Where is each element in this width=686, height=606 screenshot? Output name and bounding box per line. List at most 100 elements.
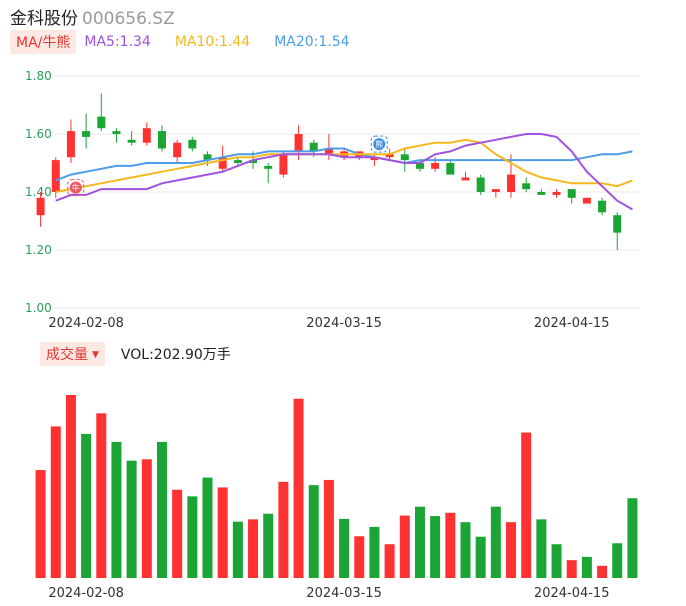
candle-body — [142, 128, 151, 143]
volume-bar — [172, 489, 183, 578]
candle-body — [582, 197, 591, 204]
volume-bar — [384, 544, 395, 578]
ma10-line — [55, 138, 633, 193]
candle-body — [415, 163, 424, 169]
ma5-label: MA5:1.34 — [84, 34, 151, 50]
signal-marker-label: 牛 — [72, 183, 80, 193]
signal-marker-frame — [370, 135, 388, 153]
volume-bar — [50, 426, 61, 578]
candle-body — [537, 192, 546, 195]
candle-body — [613, 215, 622, 233]
price-tick-label: 1.80 — [25, 69, 52, 83]
volume-bar — [65, 395, 76, 578]
candle-body — [82, 131, 91, 137]
volume-bar — [581, 556, 592, 578]
volume-bar — [536, 519, 547, 578]
volume-bar — [566, 560, 577, 578]
candle-body — [446, 163, 455, 175]
volume-value: VOL:202.90万手 — [120, 347, 231, 363]
volume-bar — [232, 521, 243, 578]
price-tick-label: 1.40 — [25, 185, 52, 199]
volume-bar — [551, 544, 562, 578]
price-tick-label: 1.00 — [25, 301, 52, 315]
signal-marker — [69, 181, 82, 194]
volume-date-label: 2024-04-15 — [534, 586, 610, 601]
candle-body — [233, 160, 242, 163]
volume-bar — [263, 513, 274, 578]
volume-bar — [399, 515, 410, 578]
volume-bar — [597, 565, 608, 578]
stock-title: 金科股份 000656.SZ — [10, 4, 175, 29]
volume-bar — [187, 496, 198, 578]
price-tick-label: 1.60 — [25, 127, 52, 141]
candle-body — [309, 142, 318, 152]
ma20-line — [55, 147, 633, 182]
candle-body — [598, 200, 607, 213]
candle-body — [491, 189, 500, 192]
ma-toggle-button[interactable]: MA/牛熊 — [10, 30, 77, 54]
candle-body — [324, 148, 333, 155]
ma20-label: MA20:1.54 — [274, 34, 350, 50]
volume-bar — [490, 506, 501, 578]
volume-bar — [248, 519, 259, 578]
volume-bar — [35, 470, 46, 578]
volume-bar — [217, 487, 228, 578]
volume-date-label: 2024-03-15 — [306, 586, 382, 601]
candle-body — [36, 197, 45, 216]
volume-indicator-label: 成交量 — [46, 347, 88, 363]
ma-legend: MA/牛熊 MA5:1.34 MA10:1.44 MA20:1.54 — [10, 30, 366, 54]
volume-bar — [202, 477, 213, 578]
volume-bar — [460, 522, 471, 578]
candle-body — [188, 139, 197, 149]
volume-bar — [506, 522, 517, 578]
stock-code: 000656.SZ — [82, 9, 175, 29]
volume-bar — [414, 506, 425, 578]
volume-bar — [126, 460, 137, 578]
candle-body — [294, 134, 303, 152]
volume-bar — [156, 441, 167, 578]
volume-bar — [369, 526, 380, 578]
candle-body — [385, 154, 394, 158]
caret-down-icon: ▼ — [92, 350, 99, 360]
volume-bar — [445, 512, 456, 578]
candle-body — [461, 177, 470, 181]
candle-body — [249, 160, 258, 163]
candle-body — [279, 154, 288, 175]
ma5-line — [55, 133, 633, 211]
volume-bar — [111, 441, 122, 578]
candle-body — [203, 154, 212, 161]
candle-body — [522, 183, 531, 190]
volume-bar — [278, 481, 289, 578]
volume-bar — [475, 536, 486, 578]
volume-bar — [81, 433, 92, 578]
price-date-label: 2024-02-08 — [48, 316, 124, 331]
volume-bar — [354, 536, 365, 578]
price-tick-label: 1.20 — [25, 243, 52, 257]
signal-marker — [373, 138, 386, 151]
volume-legend: 成交量 ▼ VOL:202.90万手 — [40, 342, 231, 366]
volume-bar — [430, 516, 441, 578]
candle-body — [66, 131, 75, 158]
candle-body — [97, 116, 106, 129]
price-date-label: 2024-04-15 — [534, 316, 610, 331]
volume-bar — [141, 459, 152, 578]
candle-body — [173, 142, 182, 158]
candle-body — [218, 157, 227, 169]
volume-date-label: 2024-02-08 — [48, 586, 124, 601]
volume-bar — [612, 543, 623, 578]
candle-body — [567, 189, 576, 198]
price-date-label: 2024-03-15 — [306, 316, 382, 331]
stock-name: 金科股份 — [10, 9, 78, 29]
volume-indicator-button[interactable]: 成交量 ▼ — [40, 342, 105, 366]
candle-body — [370, 157, 379, 161]
candle-body — [127, 139, 136, 143]
signal-marker-frame — [67, 179, 85, 197]
volume-bar — [339, 518, 350, 578]
volume-bar — [293, 398, 304, 578]
candle-body — [552, 192, 561, 195]
volume-bar — [627, 498, 638, 578]
signal-marker-label: 熊 — [375, 139, 383, 149]
volume-bar — [96, 413, 107, 578]
candle-body — [431, 163, 440, 169]
candle-body — [51, 160, 60, 192]
